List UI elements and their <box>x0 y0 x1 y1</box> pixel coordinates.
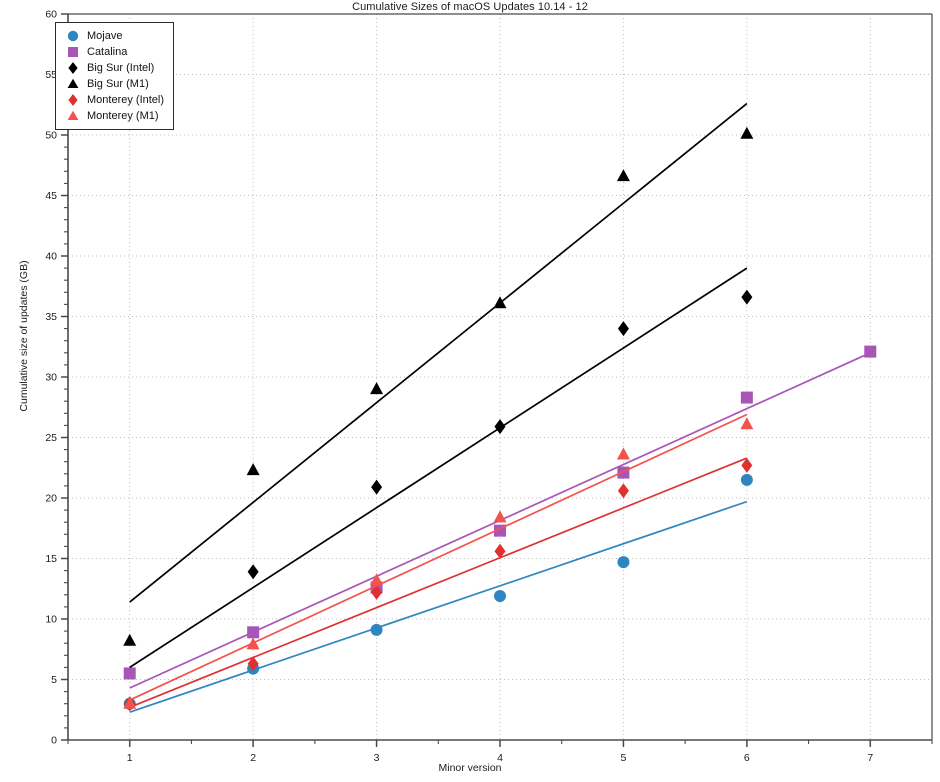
data-point <box>247 656 259 672</box>
y-tick-label: 25 <box>45 432 57 444</box>
trend-line <box>129 500 748 713</box>
data-point <box>617 321 629 337</box>
data-point <box>123 696 137 709</box>
data-point <box>494 419 506 435</box>
data-point <box>494 543 506 559</box>
data-point <box>247 626 260 639</box>
y-tick-label: 30 <box>45 372 57 384</box>
legend-label: Monterey (M1) <box>87 110 159 122</box>
data-point <box>740 473 753 486</box>
legend-marker <box>62 29 84 43</box>
y-tick-label: 40 <box>45 251 57 263</box>
x-tick-label: 2 <box>250 752 256 764</box>
chart-legend: Mojave Catalina Big Sur (Intel) Big Sur (M1… <box>55 22 175 130</box>
legend-marker <box>62 45 84 59</box>
y-tick-label: 45 <box>45 190 57 202</box>
data-point <box>864 345 877 358</box>
data-point <box>494 590 506 603</box>
legend-label: Mojave <box>87 30 123 42</box>
y-tick-label: 10 <box>45 614 57 626</box>
x-tick-label: 3 <box>374 752 380 764</box>
series-monterey-intel <box>124 457 753 712</box>
diamond-marker-icon <box>68 94 78 106</box>
legend-item-big-sur-m1[interactable]: Big Sur (M1) <box>62 76 164 92</box>
legend-label: Monterey (Intel) <box>87 94 165 106</box>
chart-title: Cumulative Sizes of macOS Updates 10.14 … <box>352 1 588 13</box>
data-point <box>246 463 260 476</box>
data-point <box>370 382 384 395</box>
data-point <box>616 169 630 182</box>
triangle-marker-icon <box>67 78 79 88</box>
series-monterey-m1 <box>123 413 754 709</box>
square-marker-icon <box>68 47 78 57</box>
data-point <box>493 510 507 523</box>
data-point <box>370 623 383 636</box>
data-point <box>247 564 259 580</box>
y-tick-label: 50 <box>45 130 57 142</box>
trend-line <box>129 102 748 603</box>
data-point <box>616 447 630 460</box>
legend-item-monterey-m1[interactable]: Monterey (M1) <box>62 108 164 124</box>
trend-line <box>129 267 748 669</box>
data-point <box>741 457 753 473</box>
x-tick-label: 5 <box>621 752 627 764</box>
legend-label: Big Sur (M1) <box>87 78 149 90</box>
data-point <box>370 573 384 586</box>
x-axis-label: Minor version <box>438 762 502 774</box>
data-point <box>617 483 629 499</box>
circle-marker-icon <box>67 30 79 42</box>
data-point <box>371 479 383 495</box>
data-point <box>741 289 753 305</box>
y-tick-label: 15 <box>45 553 57 565</box>
x-tick-label: 4 <box>497 752 503 764</box>
legend-marker <box>62 93 84 107</box>
trend-line <box>129 413 748 701</box>
legend-marker <box>62 109 84 123</box>
y-tick-label: 60 <box>45 9 57 21</box>
x-tick-label: 1 <box>127 752 133 764</box>
data-point <box>740 417 754 430</box>
legend-item-catalina[interactable]: Catalina <box>62 44 164 60</box>
legend-item-monterey-intel[interactable]: Monterey (Intel) <box>62 92 164 108</box>
y-tick-label: 55 <box>45 69 57 81</box>
legend-label: Catalina <box>87 46 128 58</box>
series-mojave <box>123 473 753 713</box>
legend-label: Big Sur (Intel) <box>87 62 155 74</box>
triangle-marker-icon <box>67 110 79 120</box>
x-tick-label: 6 <box>744 752 750 764</box>
y-tick-label: 0 <box>51 735 57 747</box>
data-point <box>246 637 260 650</box>
series-big-sur-intel <box>124 267 753 712</box>
data-point <box>617 556 630 569</box>
data-point <box>740 391 753 404</box>
y-tick-label: 5 <box>51 674 57 686</box>
data-point <box>371 584 383 600</box>
legend-item-big-sur-intel[interactable]: Big Sur (Intel) <box>62 60 164 76</box>
trend-line <box>129 457 748 709</box>
x-tick-label: 7 <box>867 752 873 764</box>
data-point <box>123 667 136 680</box>
legend-item-mojave[interactable]: Mojave <box>62 28 164 44</box>
diamond-marker-icon <box>68 62 78 74</box>
series-big-sur-m1 <box>123 102 754 646</box>
data-point <box>123 633 137 646</box>
data-point <box>740 126 754 139</box>
y-tick-label: 20 <box>45 493 57 505</box>
data-point <box>617 466 630 479</box>
legend-marker <box>62 77 84 91</box>
legend-marker <box>62 61 84 75</box>
data-point <box>493 296 507 309</box>
y-tick-label: 35 <box>45 311 57 323</box>
